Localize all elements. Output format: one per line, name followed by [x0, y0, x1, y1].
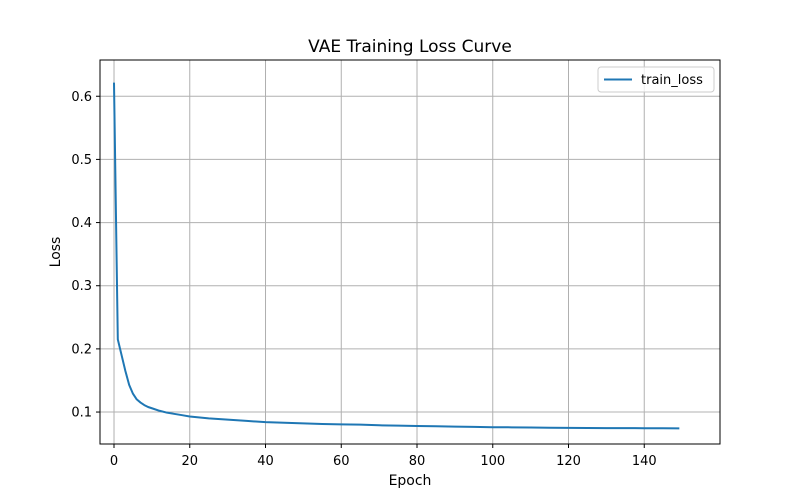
y-tick-label: 0.1 — [71, 406, 92, 421]
axis-ticks: 0 20 40 60 80 100 120 140 0.1 0.2 0.3 0.4 0.5 0.6 — [71, 90, 656, 469]
y-tick-label: 0.4 — [71, 216, 92, 231]
x-tick-label: 140 — [632, 454, 657, 469]
plot-frame — [99, 59, 721, 445]
y-axis-label: Loss — [48, 237, 64, 268]
legend-label-train-loss: train_loss — [641, 73, 703, 88]
x-tick-label: 100 — [480, 454, 505, 469]
y-tick-label: 0.2 — [71, 342, 92, 357]
x-tick-label: 40 — [257, 454, 274, 469]
grid-lines — [100, 60, 720, 444]
x-tick-label: 60 — [333, 454, 350, 469]
y-tick-label: 0.3 — [71, 279, 92, 294]
y-tick-label: 0.6 — [71, 90, 92, 105]
series-line-train-loss — [112, 82, 680, 430]
x-tick-label: 80 — [409, 454, 426, 469]
legend: train_loss — [597, 66, 715, 93]
legend-box — [597, 66, 715, 93]
x-tick-label: 0 — [110, 454, 118, 469]
chart-title: VAE Training Loss Curve — [308, 37, 512, 57]
y-tick-label: 0.5 — [71, 153, 92, 168]
x-tick-label: 120 — [556, 454, 581, 469]
x-tick-label: 20 — [181, 454, 198, 469]
series-layer — [112, 82, 680, 430]
x-axis-label: Epoch — [389, 473, 432, 489]
